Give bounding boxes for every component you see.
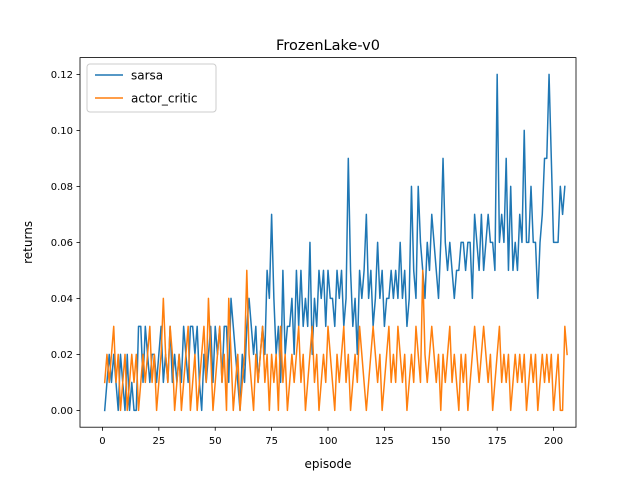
x-tick-label: 175 [488, 436, 507, 447]
plot-frame [79, 57, 577, 428]
series-layer [103, 73, 568, 412]
y-axis-label: returns [21, 221, 35, 264]
y-tick-label: 0.02 [51, 350, 73, 361]
y-tick-label: 0.00 [51, 406, 73, 417]
legend-box [86, 63, 217, 113]
x-tick-label: 100 [318, 436, 337, 447]
x-tick-label: 25 [152, 436, 165, 447]
chart-title: FrozenLake-v0 [276, 38, 380, 54]
y-tick-label: 0.10 [51, 126, 73, 137]
y-tick-label: 0.12 [51, 70, 73, 81]
series-line-sarsa [103, 73, 566, 412]
x-tick-label: 0 [99, 436, 105, 447]
x-tick-label: 75 [265, 436, 278, 447]
series-line-actor-critic [103, 269, 568, 412]
x-tick-label: 50 [209, 436, 222, 447]
x-axis-label: episode [305, 457, 352, 471]
x-tick-label: 150 [431, 436, 450, 447]
y-tick-label: 0.06 [51, 238, 73, 249]
axes-layer: 0 25 50 75 100 125 150 175 200 0.00 0.02 0.04 0.06 0.… [51, 70, 563, 447]
x-tick-label: 125 [375, 436, 394, 447]
y-tick-label: 0.08 [51, 182, 73, 193]
y-tick-label: 0.04 [51, 294, 73, 305]
x-tick-label: 200 [544, 436, 563, 447]
legend-label-sarsa: sarsa [131, 69, 163, 83]
legend-label-actor-critic: actor_critic [131, 92, 197, 106]
legend: sarsa actor_critic [86, 63, 217, 113]
